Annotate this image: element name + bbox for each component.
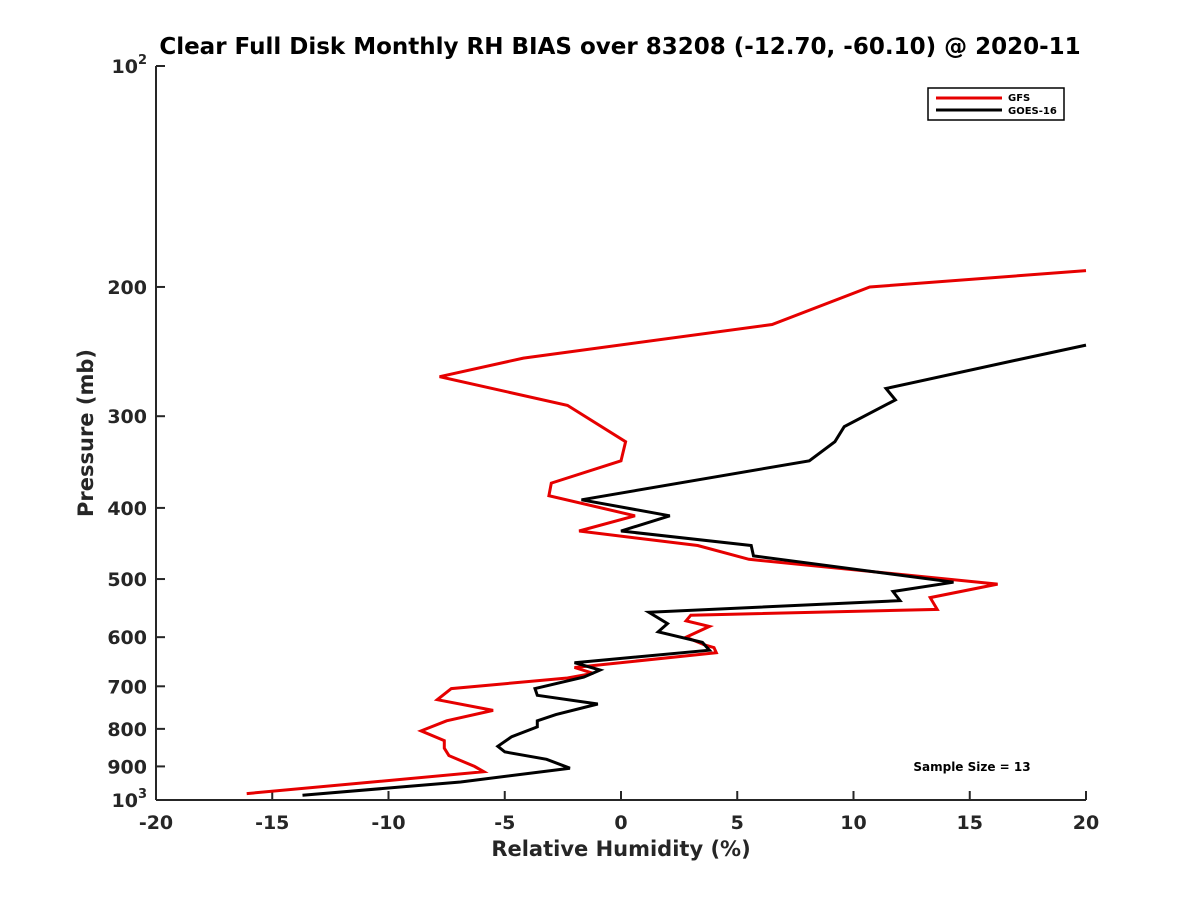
x-tick-label: 5 [731, 812, 744, 834]
series-line-gfs [246, 269, 1087, 796]
y-axis-title: Pressure (mb) [74, 349, 98, 517]
plot-area: -20 -15 -10 -5 0 5 10 15 20 102 200 300 400 500 600 70… [107, 53, 1099, 834]
legend-box [927, 87, 1065, 121]
series-line-goes16 [302, 343, 1087, 797]
y-tick-label: 900 [107, 756, 147, 778]
x-tick-label: -5 [494, 812, 515, 834]
series-group [246, 269, 1087, 797]
y-tick-label: 103 [112, 787, 148, 812]
x-tick-label: 10 [840, 812, 866, 834]
x-tick-label: 15 [957, 812, 983, 834]
y-tick-label: 600 [107, 627, 147, 649]
y-tick-label: 102 [112, 53, 148, 78]
legend-label-goes16: GOES-16 [1008, 106, 1057, 117]
x-tick-label: 20 [1073, 812, 1099, 834]
legend: GFS GOES-16 [927, 87, 1065, 121]
x-tick-label: -10 [371, 812, 405, 834]
x-ticks: -20 -15 -10 -5 0 5 10 15 20 [139, 791, 1099, 834]
sample-size-annotation: Sample Size = 13 [913, 760, 1030, 774]
y-tick-label: 300 [107, 406, 147, 428]
x-tick-label: -15 [255, 812, 289, 834]
x-axis-title: Relative Humidity (%) [491, 837, 750, 861]
x-tick-label: 0 [614, 812, 627, 834]
x-tick-label: -20 [139, 812, 173, 834]
legend-label-gfs: GFS [1008, 93, 1030, 104]
y-tick-label: 800 [107, 719, 147, 741]
y-tick-label: 700 [107, 676, 147, 698]
y-tick-label: 400 [107, 498, 147, 520]
chart-title: Clear Full Disk Monthly RH BIAS over 832… [159, 34, 1080, 60]
y-tick-label: 200 [107, 277, 147, 299]
y-tick-label: 500 [107, 569, 147, 591]
y-ticks: 102 200 300 400 500 600 700 800 900 103 [107, 53, 165, 812]
